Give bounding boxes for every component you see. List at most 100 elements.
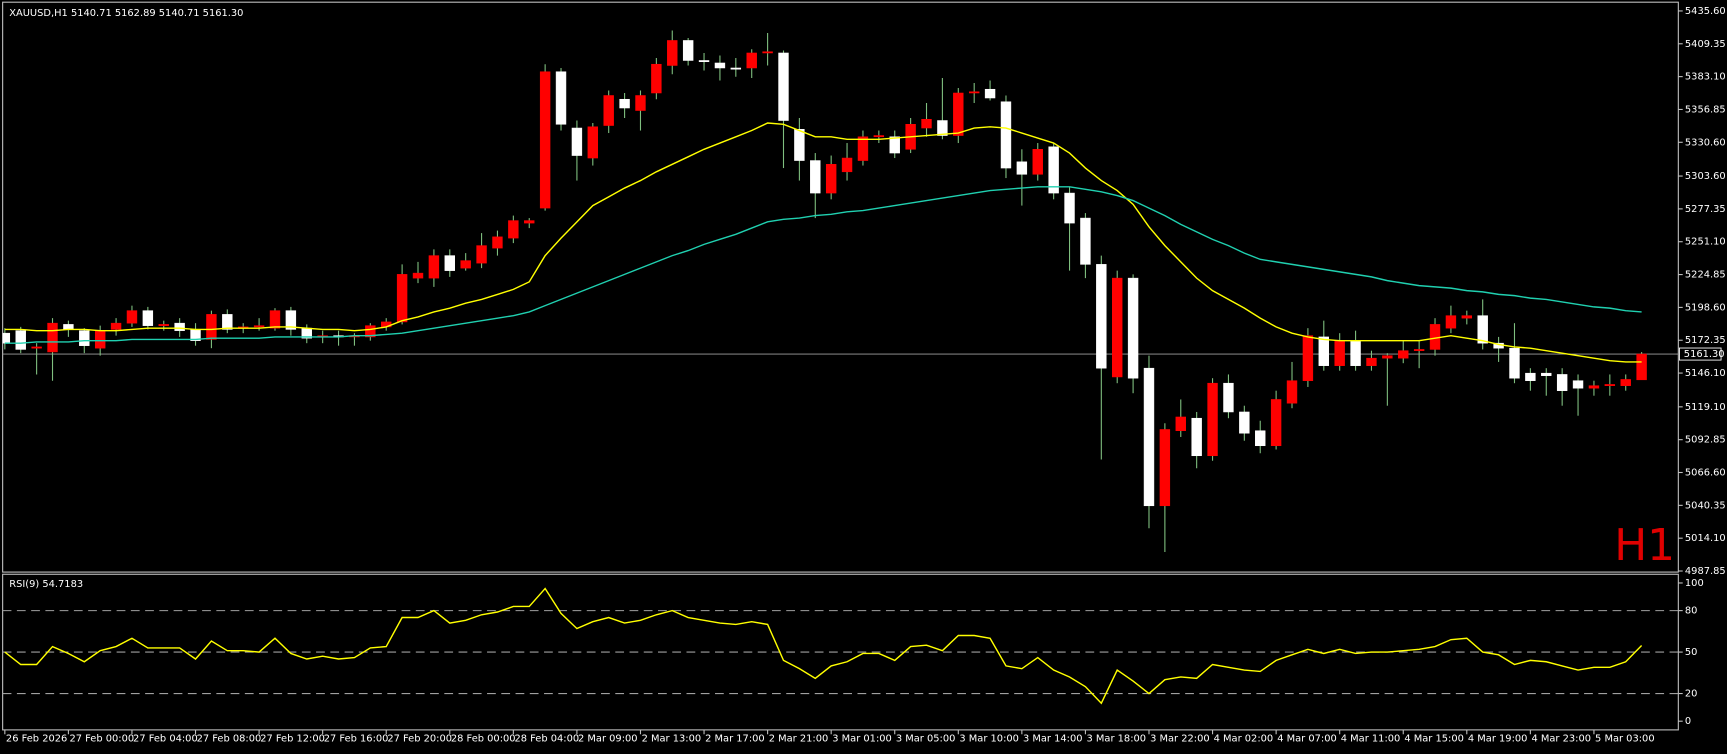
candle-body: [1318, 336, 1329, 366]
candle-body: [222, 314, 233, 330]
x-tick-label: 26 Feb 2026: [6, 734, 67, 745]
candle-body: [31, 346, 42, 349]
candle-body: [1239, 411, 1250, 434]
main-frame: [2, 1, 1679, 573]
candle-body: [921, 118, 932, 129]
rsi-title: RSI(9) 54.7183: [9, 579, 83, 590]
candle-body: [682, 40, 694, 61]
candle-body: [1191, 417, 1202, 457]
candle-body: [555, 71, 567, 125]
candle-body: [603, 95, 614, 126]
chart-title: XAUUSD,H1 5140.71 5162.89 5140.71 5161.3…: [9, 8, 243, 19]
x-tick-label: 2 Mar 17:00: [705, 734, 765, 745]
candle-body: [1112, 277, 1123, 378]
candle-body: [1207, 382, 1218, 457]
candle-body: [698, 60, 710, 63]
candle-body: [412, 272, 424, 279]
candle-body: [63, 324, 74, 330]
y-tick-label: 5330.60: [1685, 137, 1726, 148]
candle-body: [1350, 340, 1361, 366]
candle-body: [492, 236, 503, 249]
rsi-tick-label: 50: [1685, 647, 1698, 658]
main-panel: [2, 30, 1679, 553]
x-tick-label: 27 Feb 08:00: [197, 734, 262, 745]
rsi-tick-label: 100: [1685, 578, 1704, 589]
candle-body: [1096, 264, 1107, 369]
candle-body: [1016, 161, 1028, 175]
last-price-label: 5161.30: [1684, 349, 1725, 360]
candle-body: [857, 136, 869, 161]
y-tick-label: 5251.10: [1685, 237, 1726, 248]
candle-body: [1223, 382, 1234, 413]
candle-body: [1413, 349, 1425, 351]
candle-body: [635, 95, 646, 111]
rsi-tick-label: 80: [1685, 606, 1698, 617]
moving-average: [4, 186, 1642, 344]
candle-body: [110, 322, 122, 330]
y-tick-label: 5224.85: [1685, 270, 1726, 281]
x-tick-label: 4 Mar 07:00: [1277, 734, 1337, 745]
x-tick-label: 3 Mar 05:00: [896, 734, 956, 745]
candle-body: [47, 322, 58, 353]
candle-body: [1159, 429, 1171, 507]
candle-body: [1556, 374, 1568, 391]
y-tick-label: 5014.10: [1685, 533, 1726, 544]
x-tick-label: 2 Mar 09:00: [578, 734, 638, 745]
candle-body: [79, 330, 90, 346]
candle-body: [984, 88, 996, 99]
candle-body: [746, 52, 757, 69]
candle-body: [539, 71, 551, 209]
x-tick-label: 27 Feb 00:00: [69, 734, 134, 745]
x-tick-label: 28 Feb 00:00: [451, 734, 516, 745]
x-tick-label: 3 Mar 10:00: [959, 734, 1019, 745]
axes: 5435.60 5409.35 5383.10 5356.85 5330.60 5303.…: [4, 6, 1726, 745]
x-tick-label: 4 Mar 19:00: [1468, 734, 1528, 745]
y-tick-label: 5066.60: [1685, 468, 1726, 479]
x-tick-label: 3 Mar 18:00: [1087, 734, 1147, 745]
rsi-panel: [2, 587, 1679, 705]
x-tick-label: 28 Feb 04:00: [514, 734, 579, 745]
candle-body: [889, 136, 900, 154]
candle-body: [667, 40, 678, 66]
candle-body: [762, 51, 773, 54]
candle-body: [2, 332, 11, 344]
x-tick-label: 27 Feb 04:00: [133, 734, 198, 745]
candle-body: [1064, 192, 1075, 224]
y-tick-label: 5409.35: [1685, 39, 1726, 50]
candle-body: [460, 260, 471, 269]
candle-body: [1366, 357, 1377, 366]
candle-body: [1255, 430, 1266, 447]
candle-body: [1334, 340, 1345, 366]
candle-body: [126, 310, 138, 324]
candle-body: [1636, 353, 1647, 381]
candle-body: [794, 129, 805, 161]
watermark: H1: [1614, 520, 1675, 571]
candle-body: [619, 98, 630, 109]
y-tick-label: 5435.60: [1685, 6, 1726, 17]
y-tick-label: 5277.35: [1685, 204, 1726, 215]
y-tick-label: 5303.60: [1685, 171, 1726, 182]
candle-body: [174, 322, 185, 331]
rsi-line: [4, 587, 1643, 705]
x-tick-label: 2 Mar 21:00: [769, 734, 829, 745]
candle-body: [1477, 315, 1488, 344]
candle-body: [825, 164, 837, 194]
candle-body: [1525, 372, 1536, 381]
candle-body: [730, 67, 742, 70]
candle-body: [1620, 379, 1631, 386]
candle-body: [1000, 101, 1012, 169]
candle-body: [524, 220, 535, 224]
x-tick-label: 5 Mar 03:00: [1595, 734, 1655, 745]
candle-body: [428, 255, 440, 279]
candle-body: [841, 157, 853, 173]
x-tick-label: 2 Mar 13:00: [642, 734, 702, 745]
candle-body: [937, 120, 948, 136]
candle-body: [810, 160, 821, 194]
candle-body: [651, 63, 662, 94]
candle-body: [158, 324, 169, 326]
candle-body: [1302, 335, 1314, 381]
x-tick-label: 3 Mar 22:00: [1150, 734, 1210, 745]
rsi-tick-label: 0: [1685, 716, 1691, 727]
